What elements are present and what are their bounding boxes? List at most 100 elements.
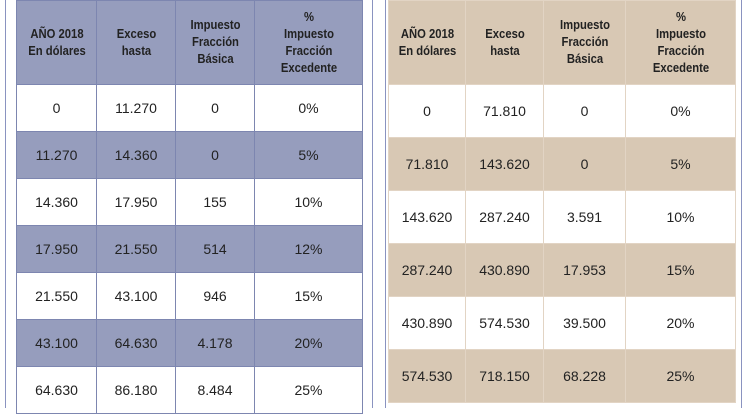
table-cell: 0 — [388, 84, 466, 138]
header-row: AÑO 2018 En dólares Exceso hasta Impuesto Fra… — [16, 0, 363, 85]
table-cell: 25% — [625, 349, 736, 403]
header-line: Impuesto — [189, 18, 241, 32]
table-cell: 21.550 — [16, 272, 97, 320]
table-cell: 17.950 — [96, 178, 176, 226]
header-line: En dólares — [27, 43, 86, 58]
header-line: Excedente — [652, 60, 709, 75]
table-cell: 287.240 — [465, 190, 544, 244]
header-line: Básica — [566, 52, 603, 66]
table-cell: 0% — [254, 84, 363, 132]
table-cell: 43.100 — [16, 319, 97, 367]
table-cell: 15% — [625, 243, 736, 297]
header-line: Impuesto — [559, 18, 610, 32]
table-cell: 287.240 — [388, 243, 466, 297]
header-line: AÑO 2018 — [400, 26, 454, 41]
table-cell: 0% — [625, 84, 736, 138]
table-cell: 12% — [254, 225, 363, 273]
table-cell: 143.620 — [388, 190, 466, 244]
table-cell: 0 — [175, 84, 255, 132]
header-line: Fracción — [191, 35, 239, 49]
excess-until-header: Exceso hasta — [99, 0, 172, 85]
header-line: hasta — [489, 43, 520, 58]
right-table-frame — [385, 0, 742, 408]
table-row: 287.240 430.890 17.953 15% — [388, 243, 736, 297]
table-cell: 3.591 — [543, 190, 626, 244]
header-line: Fracción — [561, 35, 608, 49]
excess-rate-header: % Impuesto Fracción Excedente — [259, 0, 358, 85]
table-row: 0 71.810 0 0% — [388, 84, 736, 138]
header-line: % — [675, 9, 686, 24]
table-cell: 0 — [16, 84, 97, 132]
table-cell: 155 — [175, 178, 255, 226]
header-line: hasta — [121, 43, 151, 58]
table-row: 43.100 64.630 4.178 20% — [16, 319, 363, 367]
header-line: Exceso — [484, 26, 525, 41]
table-cell: 20% — [254, 319, 363, 367]
table-cell: 0 — [175, 131, 255, 179]
table-cell: 10% — [254, 178, 363, 226]
header-line: En dólares — [398, 43, 456, 58]
basic-tax-header: Impuesto Fracción Básica — [547, 0, 622, 85]
table-cell: 64.630 — [16, 366, 97, 414]
header-line: Básica — [196, 52, 234, 66]
table-cell: 574.530 — [465, 296, 544, 350]
header-line: Impuesto — [655, 26, 706, 41]
table-cell: 71.810 — [465, 84, 544, 138]
table-cell: 20% — [625, 296, 736, 350]
table-row: 143.620 287.240 3.591 10% — [388, 190, 736, 244]
excess-rate-header: % Impuesto Fracción Excedente — [630, 0, 731, 85]
table-row: 11.270 14.360 0 5% — [16, 131, 363, 179]
header-line: Fracción — [657, 43, 704, 58]
header-line: Impuesto — [283, 26, 334, 41]
header-line: Exceso — [116, 26, 156, 41]
table-row: 0 11.270 0 0% — [16, 84, 363, 132]
table-cell: 43.100 — [96, 272, 176, 320]
table-row: 71.810 143.620 0 5% — [388, 137, 736, 191]
excess-until-header: Exceso hasta — [468, 0, 541, 85]
table-row: 14.360 17.950 155 10% — [16, 178, 363, 226]
year-base-header: AÑO 2018 En dólares — [20, 0, 93, 85]
table-cell: 4.178 — [175, 319, 255, 367]
table-cell: 514 — [175, 225, 255, 273]
header-line: Fracción — [285, 43, 332, 58]
basic-tax-header: Impuesto Fracción Básica — [178, 0, 251, 85]
table-cell: 17.953 — [543, 243, 626, 297]
table-cell: 5% — [254, 131, 363, 179]
table-cell: 0 — [543, 137, 626, 191]
tax-table-individual: AÑO 2018 En dólares Exceso hasta Impuesto Fra… — [16, 0, 363, 414]
table-cell: 430.890 — [388, 296, 466, 350]
header-line: Excedente — [280, 60, 337, 75]
table-row: 17.950 21.550 514 12% — [16, 225, 363, 273]
table-cell: 143.620 — [465, 137, 544, 191]
table-cell: 8.484 — [175, 366, 255, 414]
table-cell: 14.360 — [96, 131, 176, 179]
table-row: 430.890 574.530 39.500 20% — [388, 296, 736, 350]
table-cell: 71.810 — [388, 137, 466, 191]
table-row: 64.630 86.180 8.484 25% — [16, 366, 363, 414]
table-cell: 21.550 — [96, 225, 176, 273]
table-cell: 574.530 — [388, 349, 466, 403]
table-cell: 430.890 — [465, 243, 544, 297]
tax-table-inheritance: AÑO 2018 En dólares Exceso hasta Impuesto Fra… — [388, 0, 736, 403]
left-table-frame — [5, 0, 373, 408]
table-cell: 14.360 — [16, 178, 97, 226]
table-cell: 39.500 — [543, 296, 626, 350]
table-cell: 68.228 — [543, 349, 626, 403]
header-line: % — [303, 9, 314, 24]
table-cell: 11.270 — [16, 131, 97, 179]
table-cell: 0 — [543, 84, 626, 138]
table-cell: 718.150 — [465, 349, 544, 403]
table-cell: 15% — [254, 272, 363, 320]
header-row: AÑO 2018 En dólares Exceso hasta Impuesto Fra… — [388, 0, 736, 85]
table-cell: 11.270 — [96, 84, 176, 132]
year-base-header: AÑO 2018 En dólares — [391, 0, 463, 85]
table-cell: 17.950 — [16, 225, 97, 273]
table-cell: 946 — [175, 272, 255, 320]
table-row: 574.530 718.150 68.228 25% — [388, 349, 736, 403]
table-cell: 86.180 — [96, 366, 176, 414]
table-cell: 64.630 — [96, 319, 176, 367]
table-row: 21.550 43.100 946 15% — [16, 272, 363, 320]
table-cell: 10% — [625, 190, 736, 244]
table-cell: 25% — [254, 366, 363, 414]
table-cell: 5% — [625, 137, 736, 191]
